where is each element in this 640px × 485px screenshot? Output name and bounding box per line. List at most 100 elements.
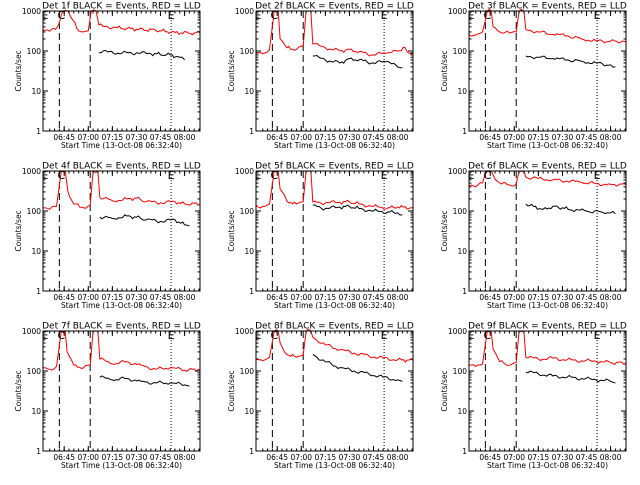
marker-start-label: E [594, 329, 601, 342]
y-tick-label: 100 [27, 207, 42, 216]
y-tick-label: 1000 [448, 167, 467, 176]
y-tick-label: 10 [457, 247, 467, 256]
x-tick-label: 07:30 [339, 453, 361, 462]
y-tick-label: 10 [457, 407, 467, 416]
y-axis-label: Counts/sec [227, 210, 236, 251]
marker-cal-label: C [270, 169, 278, 182]
x-tick-label: 07:00 [77, 453, 99, 462]
marker-cal-label: C [483, 9, 491, 22]
y-tick-label: 100 [27, 367, 42, 376]
series-lld-line [255, 328, 414, 363]
plot-title: Det 7f BLACK = Events, RED = LLD [42, 322, 201, 332]
y-tick-label: 1 [249, 127, 254, 136]
series-events-line [525, 55, 616, 68]
x-tick-label: 07:30 [552, 293, 574, 302]
x-tick-label: 07:00 [503, 293, 525, 302]
x-tick-label: 07:45 [363, 293, 385, 302]
marker-cal-label: C [57, 9, 65, 22]
x-tick-label: 07:30 [339, 133, 361, 142]
x-tick-label: 06:45 [266, 293, 288, 302]
x-tick-label: 07:30 [126, 293, 148, 302]
marker-start-label: E [168, 169, 175, 182]
marker-start-label: E [41, 329, 48, 342]
x-tick-label: 07:15 [102, 293, 124, 302]
detector-plot-8f: Det 8f BLACK = Events, RED = LLD 1 10 100 10… [227, 322, 414, 471]
x-tick-label: 06:45 [479, 133, 501, 142]
marker-cal-label: C [270, 329, 278, 342]
detector-plot-4f: Det 4f BLACK = Events, RED = LLD 1 10 100 10… [14, 162, 201, 311]
series-events-line [312, 353, 403, 382]
y-tick-label: 100 [27, 47, 42, 56]
series-lld-line [42, 329, 201, 373]
x-axis-label: Start Time (13-Oct-08 06:32:40) [61, 301, 182, 310]
y-tick-label: 100 [453, 207, 468, 216]
x-tick-label: 06:45 [479, 293, 501, 302]
y-tick-label: 1000 [22, 327, 41, 336]
plot-frame [255, 170, 414, 292]
x-axis-label: Start Time (13-Oct-08 06:32:40) [274, 461, 395, 470]
x-tick-label: 07:15 [528, 293, 550, 302]
x-tick-label: 07:45 [576, 133, 598, 142]
y-tick-label: 10 [457, 87, 467, 96]
plot-title: Det 6f BLACK = Events, RED = LLD [468, 162, 627, 172]
marker-start-label: E [41, 169, 48, 182]
y-axis-label: Counts/sec [440, 370, 449, 411]
x-axis-label: Start Time (13-Oct-08 06:32:40) [61, 141, 182, 150]
x-tick-label: 08:00 [174, 453, 196, 462]
marker-start-label: E [467, 169, 474, 182]
series-lld-line [468, 170, 627, 188]
x-tick-label: 06:45 [53, 133, 75, 142]
series-lld-line [468, 8, 627, 44]
x-tick-label: 07:15 [315, 293, 337, 302]
marker-start-label: E [254, 9, 261, 22]
marker-start-label: E [41, 9, 48, 22]
y-tick-label: 10 [31, 87, 41, 96]
plot-title: Det 2f BLACK = Events, RED = LLD [255, 2, 414, 12]
plot-title: Det 4f BLACK = Events, RED = LLD [42, 162, 201, 172]
y-tick-label: 1 [249, 287, 254, 296]
y-tick-label: 1 [249, 447, 254, 456]
marker-start-label: E [254, 169, 261, 182]
x-tick-label: 07:00 [77, 133, 99, 142]
plot-title: Det 5f BLACK = Events, RED = LLD [255, 162, 414, 172]
marker-cal-label: C [483, 169, 491, 182]
x-tick-label: 06:45 [53, 293, 75, 302]
marker-cal-label: C [483, 329, 491, 342]
marker-start-label: E [594, 9, 601, 22]
x-tick-label: 07:15 [102, 453, 124, 462]
plot-title: Det 1f BLACK = Events, RED = LLD [42, 2, 201, 12]
x-tick-label: 08:00 [600, 453, 622, 462]
series-lld-line [255, 10, 414, 57]
series-events-line [525, 203, 616, 215]
x-tick-label: 07:00 [503, 453, 525, 462]
y-tick-label: 1000 [235, 7, 254, 16]
x-tick-label: 08:00 [387, 293, 409, 302]
y-axis-label: Counts/sec [440, 210, 449, 251]
y-axis-label: Counts/sec [14, 210, 23, 251]
x-tick-label: 07:30 [552, 133, 574, 142]
y-tick-label: 1000 [22, 167, 41, 176]
y-tick-label: 10 [31, 247, 41, 256]
series-events-line [525, 370, 616, 384]
series-events-line [312, 204, 403, 216]
x-tick-label: 07:30 [126, 453, 148, 462]
x-axis-label: Start Time (13-Oct-08 06:32:40) [274, 301, 395, 310]
detector-plot-9f: Det 9f BLACK = Events, RED = LLD 1 10 100 10… [440, 322, 627, 471]
detector-plot-3f: Det 3f BLACK = Events, RED = LLD 1 10 100 10… [440, 2, 627, 151]
y-tick-label: 10 [244, 247, 254, 256]
series-events-line [99, 214, 190, 227]
series-events-line [312, 54, 403, 69]
x-tick-label: 07:00 [290, 453, 312, 462]
detector-plot-5f: Det 5f BLACK = Events, RED = LLD 1 10 100 10… [227, 162, 414, 311]
y-tick-label: 1 [462, 447, 467, 456]
y-tick-label: 1000 [448, 327, 467, 336]
x-tick-label: 06:45 [479, 453, 501, 462]
x-tick-label: 08:00 [174, 293, 196, 302]
x-axis-label: Start Time (13-Oct-08 06:32:40) [274, 141, 395, 150]
y-tick-label: 1000 [235, 167, 254, 176]
y-axis-label: Counts/sec [14, 370, 23, 411]
x-tick-label: 07:45 [576, 293, 598, 302]
y-tick-label: 10 [31, 407, 41, 416]
x-tick-label: 07:00 [290, 293, 312, 302]
marker-start-label: E [467, 9, 474, 22]
